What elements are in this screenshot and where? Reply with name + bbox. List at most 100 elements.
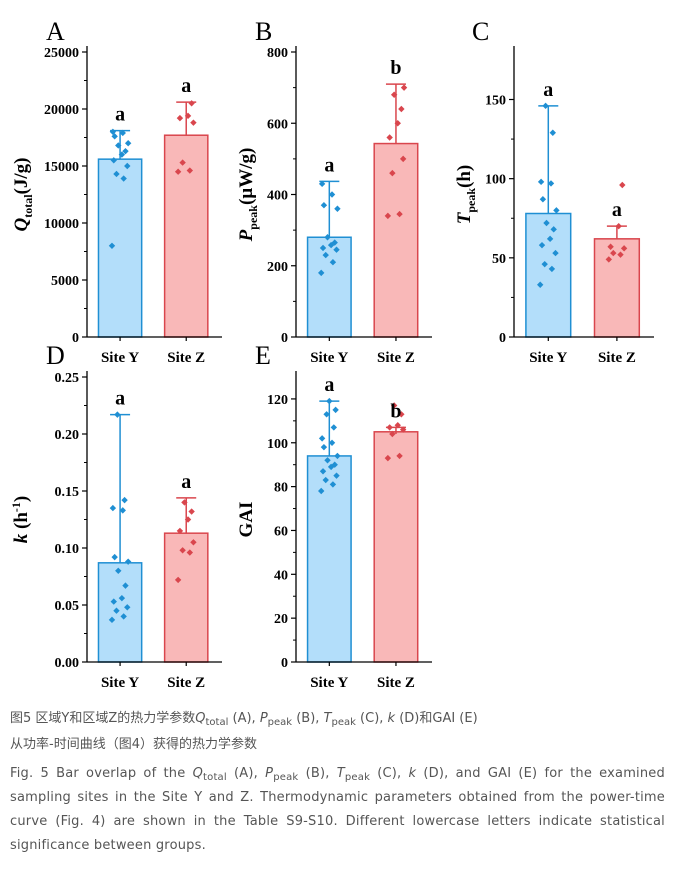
data-point	[118, 151, 126, 158]
y-axis-label: k (h-1)	[9, 496, 32, 543]
y-tick-label: 10000	[44, 217, 79, 232]
y-tick-label: 80	[274, 481, 288, 496]
bar-site-z	[373, 431, 419, 663]
data-point	[548, 265, 556, 273]
panel-label: D	[46, 341, 65, 370]
bar-site-y	[97, 562, 143, 663]
y-tick-label: 0	[281, 331, 288, 346]
data-point	[396, 452, 403, 460]
bar-site-y	[525, 212, 572, 338]
data-point	[390, 91, 398, 98]
x-tick-label: Site Y	[529, 350, 567, 366]
data-point	[390, 402, 398, 409]
data-point	[324, 457, 331, 464]
y-tick-label: 20000	[44, 103, 79, 118]
data-point	[184, 112, 192, 120]
data-point	[394, 120, 401, 127]
data-point	[328, 191, 336, 198]
data-point	[399, 426, 407, 433]
panel-label: E	[255, 341, 271, 370]
chart-panel-b: Ba Site Y b Site Z 0 200 400 600 800 Ppeak(µW/g)	[236, 17, 432, 366]
data-point	[330, 424, 338, 431]
data-point	[384, 212, 392, 220]
y-tick-label: 400	[267, 189, 288, 204]
y-tick-label: 15000	[44, 160, 79, 175]
data-point	[320, 201, 328, 209]
data-point	[181, 499, 188, 506]
data-point	[122, 582, 129, 589]
data-point	[389, 169, 396, 177]
x-tick-label: Site Z	[167, 675, 205, 691]
data-point	[619, 181, 626, 189]
data-point	[184, 516, 192, 523]
data-point	[190, 539, 197, 546]
data-point	[318, 180, 326, 188]
data-point	[322, 476, 329, 484]
y-tick-label: 40	[274, 568, 288, 583]
x-tick-label: Site Z	[377, 350, 415, 366]
x-tick-label: Site Z	[167, 350, 205, 366]
data-point	[319, 468, 327, 475]
chart-panel-c: Ca Site Y a Site Z 0 50 100 150 Tpeak(h)	[454, 17, 654, 366]
x-tick-label: Site Y	[101, 350, 139, 366]
significance-letter: b	[390, 400, 401, 422]
bar-site-y	[97, 158, 143, 338]
y-tick-label: 0.15	[55, 485, 80, 500]
y-tick-label: 0	[499, 331, 506, 346]
panel-label: C	[472, 17, 489, 46]
data-point	[120, 175, 127, 182]
y-tick-label: 800	[267, 46, 288, 61]
panel-label: B	[255, 17, 272, 46]
y-tick-label: 600	[267, 117, 288, 132]
data-point	[122, 147, 129, 155]
data-point	[324, 234, 331, 241]
data-point	[188, 100, 195, 107]
data-point	[398, 411, 405, 418]
data-point	[124, 604, 131, 611]
y-tick-label: 0.00	[55, 656, 80, 671]
chart-panel-a: Aa Site Y a Site Z 0 5000 10000 15000 20000 25000…	[11, 17, 222, 366]
data-point	[610, 249, 617, 257]
data-point	[323, 411, 330, 418]
significance-letter: a	[181, 75, 191, 97]
data-point	[329, 481, 337, 488]
data-point	[386, 424, 393, 431]
data-point	[547, 180, 555, 187]
data-point	[115, 567, 122, 574]
data-point	[109, 128, 117, 135]
y-tick-label: 50	[492, 252, 506, 267]
significance-letter: a	[612, 199, 622, 221]
data-point	[550, 226, 557, 233]
data-point	[400, 84, 408, 91]
bar-site-z	[163, 134, 209, 338]
data-point	[398, 105, 405, 113]
data-point	[179, 547, 186, 554]
bar-site-z	[373, 142, 419, 338]
data-point	[186, 167, 194, 174]
data-point	[615, 222, 622, 230]
data-point	[334, 205, 341, 212]
data-point	[605, 256, 612, 263]
chart-panel-e: Ea Site Y b Site Z 0 20 40 60 80 100 120 GAI	[236, 341, 432, 691]
data-point	[549, 129, 556, 136]
data-point	[110, 157, 117, 164]
y-tick-label: 200	[267, 260, 288, 275]
y-tick-label: 0.05	[55, 599, 80, 614]
data-point	[384, 454, 392, 462]
y-tick-label: 150	[485, 94, 506, 109]
data-point	[620, 245, 628, 252]
y-tick-label: 100	[485, 173, 506, 188]
data-point	[190, 119, 197, 126]
data-point	[331, 239, 338, 246]
data-point	[186, 549, 194, 556]
y-tick-label: 20	[274, 612, 288, 627]
data-point	[119, 507, 126, 514]
data-point	[396, 210, 403, 218]
data-point	[176, 527, 184, 535]
data-point	[552, 249, 559, 257]
data-point	[318, 487, 325, 495]
x-tick-label: Site Z	[598, 350, 636, 366]
data-point	[322, 251, 329, 259]
y-tick-label: 120	[267, 393, 288, 408]
data-point	[119, 129, 126, 137]
